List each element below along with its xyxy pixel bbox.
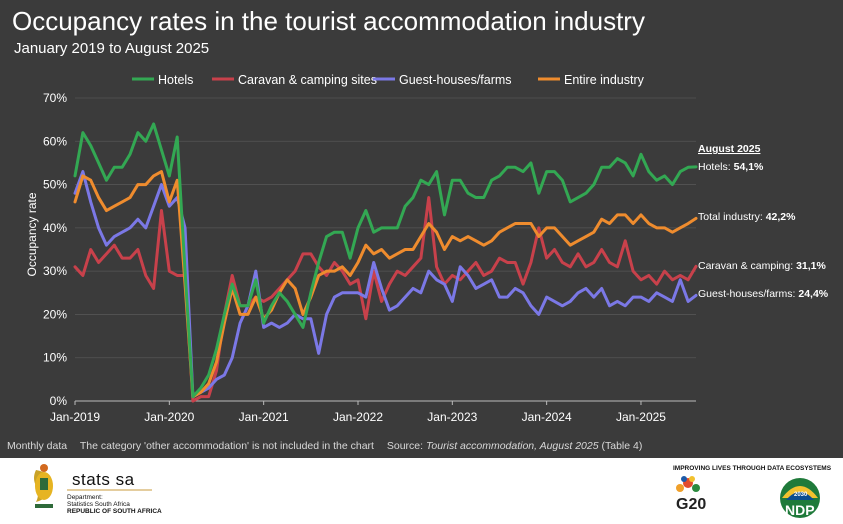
y-tick-label: 40% (43, 221, 67, 235)
series-line-entire-industry (73, 170, 698, 399)
ndp-wordmark: NDP (785, 502, 815, 518)
statssa-line1: Department: (67, 494, 103, 501)
statssa-line3: REPUBLIC OF SOUTH AFRICA (67, 508, 162, 515)
statssa-line2: Statistics South Africa (67, 501, 130, 508)
annotation-value: 31,1% (796, 260, 826, 272)
footnote-note: The category 'other accommodation' is no… (79, 440, 374, 452)
y-tick-label: 30% (43, 264, 67, 278)
x-tick-label: Jan-2025 (616, 410, 666, 424)
x-tick-label: Jan-2021 (239, 410, 289, 424)
tagline: IMPROVING LIVES THROUGH DATA ECOSYSTEMS (673, 465, 832, 472)
footnote-source-suffix: (Table 4) (601, 440, 643, 452)
x-tick-label: Jan-2023 (427, 410, 477, 424)
coat-of-arms-icon (34, 464, 53, 508)
annotation-label: Guest-houses/farms: 24,4% (698, 288, 829, 300)
y-tick-label: 10% (43, 351, 67, 365)
legend-label: Hotels (158, 73, 193, 87)
chart-subtitle: January 2019 to August 2025 (14, 40, 210, 57)
annotation-label: Total industry: 42,2% (698, 211, 796, 223)
y-axis: 0% 10% 20% 30% 40% 50% 60% 70% Occupancy rate (25, 91, 67, 408)
legend-label: Guest-houses/farms (399, 73, 512, 87)
annotation-label: Caravan & camping: 31,1% (698, 260, 826, 272)
legend: Hotels Caravan & camping sites Guest-house… (132, 73, 645, 87)
g20-logo-icon (676, 476, 700, 492)
y-tick-label: 0% (50, 394, 68, 408)
annotation-value: 42,2% (766, 211, 796, 223)
series-line-guest-houses-farms (73, 170, 698, 399)
x-tick-label: Jan-2020 (144, 410, 194, 424)
series-lines (73, 122, 698, 403)
g20-wordmark: G20 (676, 496, 707, 513)
x-tick-label: Jan-2024 (522, 410, 572, 424)
ndp-logo-icon (780, 478, 820, 518)
x-tick-label: Jan-2022 (333, 410, 383, 424)
footnote-frequency: Monthly data (7, 440, 68, 452)
y-tick-label: 20% (43, 307, 67, 321)
annotation-prefix: Total industry: (698, 211, 766, 223)
annotation-value: 24,4% (798, 288, 828, 300)
annotation-prefix: Caravan & camping: (698, 260, 796, 272)
chart-title: Occupancy rates in the tourist accommoda… (12, 6, 645, 36)
series-line-hotels (73, 122, 698, 399)
logo-bar: stats sa Department: Statistics South Af… (0, 458, 843, 524)
footnote-source-title: Tourist accommodation, August 2025 (425, 440, 599, 452)
chart-panel: Occupancy rates in the tourist accommoda… (0, 0, 843, 458)
y-axis-title: Occupancy rate (25, 192, 39, 276)
footnote-source-prefix: Source: (386, 440, 424, 452)
y-tick-label: 50% (43, 178, 67, 192)
annotation-value: 54,1% (734, 161, 764, 173)
annotation-header: August 2025 (698, 143, 761, 155)
x-tick-label: Jan-2019 (50, 410, 100, 424)
y-tick-label: 60% (43, 134, 67, 148)
annotation-prefix: Guest-houses/farms: (698, 288, 798, 300)
footnote: Monthly data The category 'other accommo… (7, 440, 642, 452)
x-axis: Jan-2019 Jan-2020 Jan-2021 Jan-2022 Jan-2023… (50, 401, 666, 424)
legend-label: Caravan & camping sites (238, 73, 377, 87)
y-tick-label: 70% (43, 91, 67, 105)
line-chart: Hotels Caravan & camping sites Guest-house… (25, 73, 829, 424)
end-annotations: August 2025 Hotels: 54,1% Total industry: … (698, 143, 829, 300)
statssa-wordmark: stats sa (72, 470, 135, 489)
annotation-label: Hotels: 54,1% (698, 161, 764, 173)
logo-graphics (34, 464, 820, 518)
ndp-year: 2030 (794, 492, 808, 498)
series-line-caravan-camping-sites (73, 196, 698, 403)
legend-label: Entire industry (564, 73, 645, 87)
annotation-prefix: Hotels: (698, 161, 734, 173)
